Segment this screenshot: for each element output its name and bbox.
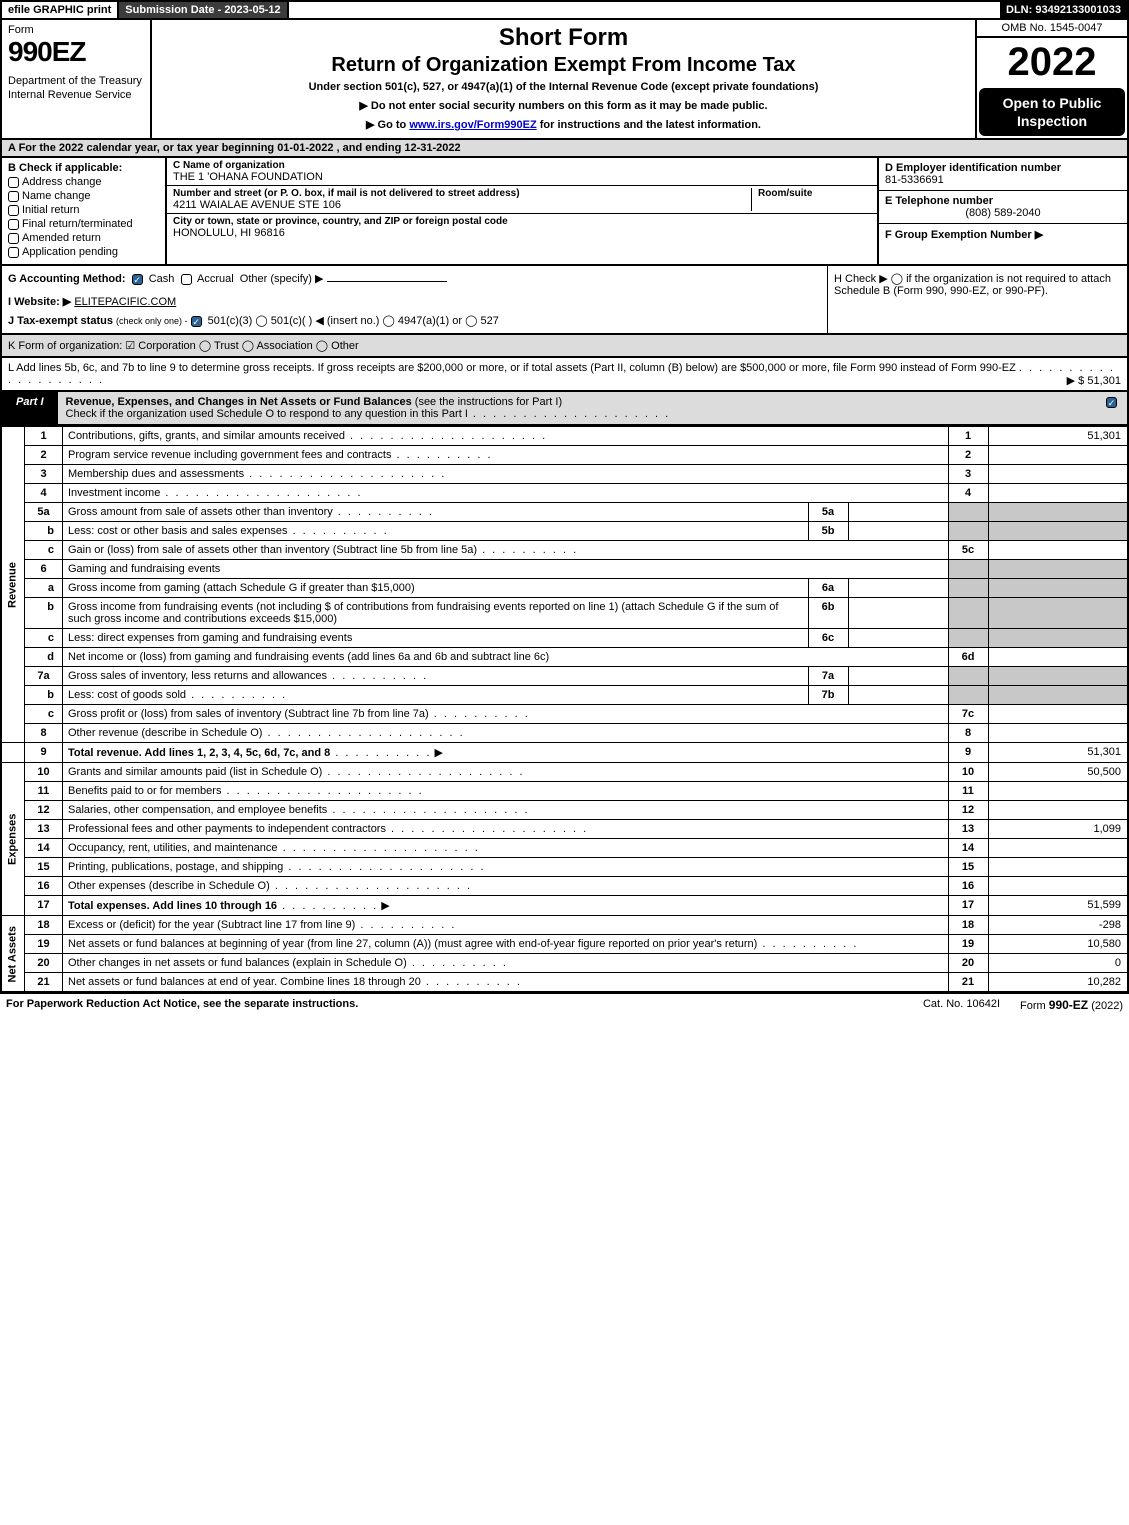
chk-schedule-o[interactable]: ✓ [1106, 397, 1117, 408]
col-de-contact: D Employer identification number 81-5336… [877, 158, 1127, 264]
header-left: Form 990EZ Department of the Treasury In… [2, 20, 152, 138]
part-i-check-line: Check if the organization used Schedule … [66, 408, 468, 420]
page-footer: For Paperwork Reduction Act Notice, see … [0, 993, 1129, 1016]
chk-name-change[interactable] [8, 191, 19, 202]
ssn-warning: ▶ Do not enter social security numbers o… [162, 99, 965, 112]
chk-cash[interactable]: ✓ [132, 274, 143, 285]
h-schedule-b: H Check ▶ ◯ if the organization is not r… [827, 266, 1127, 333]
j-label: J Tax-exempt status [8, 315, 113, 327]
dln-label: DLN: 93492133001033 [1000, 2, 1127, 18]
header-center: Short Form Return of Organization Exempt… [152, 20, 977, 138]
chk-501c3[interactable]: ✓ [191, 316, 202, 327]
side-expenses: Expenses [1, 763, 25, 916]
line1-amount: 51,301 [988, 427, 1128, 446]
chk-amended-return[interactable] [8, 233, 19, 244]
title-short-form: Short Form [162, 24, 965, 52]
col-b-checkboxes: B Check if applicable: Address change Na… [2, 158, 167, 264]
goto-line: ▶ Go to www.irs.gov/Form990EZ for instru… [162, 118, 965, 131]
part-i-header: Part I Revenue, Expenses, and Changes in… [0, 392, 1129, 426]
city-label: City or town, state or province, country… [173, 216, 871, 227]
org-name: THE 1 'OHANA FOUNDATION [173, 171, 871, 183]
chk-final-return[interactable] [8, 219, 19, 230]
header-right: OMB No. 1545-0047 2022 Open to Public In… [977, 20, 1127, 138]
i-label: I Website: ▶ [8, 296, 71, 308]
row-k: K Form of organization: ☑ Corporation ◯ … [0, 335, 1129, 358]
city-value: HONOLULU, HI 96816 [173, 227, 871, 239]
row-l-amount: ▶ $ 51,301 [1067, 374, 1121, 387]
room-label: Room/suite [758, 188, 871, 199]
line18-amount: -298 [988, 916, 1128, 935]
side-net-assets: Net Assets [1, 916, 25, 993]
line20-amount: 0 [988, 954, 1128, 973]
title-return: Return of Organization Exempt From Incom… [162, 54, 965, 77]
omb-number: OMB No. 1545-0047 [977, 20, 1127, 38]
chk-address-change[interactable] [8, 177, 19, 188]
submission-date-button[interactable]: Submission Date - 2023-05-12 [119, 2, 288, 18]
part-i-table: Revenue 1 Contributions, gifts, grants, … [0, 426, 1129, 993]
col-b-header: B Check if applicable: [8, 162, 159, 174]
line17-amount: 51,599 [988, 896, 1128, 916]
footer-cat-no: Cat. No. 10642I [923, 998, 1000, 1012]
part-i-tab: Part I [2, 392, 58, 424]
line9-amount: 51,301 [988, 743, 1128, 763]
irs-link[interactable]: www.irs.gov/Form990EZ [409, 119, 536, 131]
form-header: Form 990EZ Department of the Treasury In… [0, 20, 1129, 140]
chk-initial-return[interactable] [8, 205, 19, 216]
subtitle: Under section 501(c), 527, or 4947(a)(1)… [162, 81, 965, 93]
ein-label: D Employer identification number [885, 162, 1121, 174]
open-public-badge: Open to Public Inspection [979, 88, 1125, 136]
g-label: G Accounting Method: [8, 273, 126, 285]
topbar-spacer [289, 2, 1000, 18]
name-label: C Name of organization [173, 160, 871, 171]
part-i-paren: (see the instructions for Part I) [415, 396, 562, 408]
group-exemption-label: F Group Exemption Number ▶ [885, 228, 1121, 241]
row-l: L Add lines 5b, 6c, and 7b to line 9 to … [0, 358, 1129, 392]
part-i-title: Revenue, Expenses, and Changes in Net As… [66, 396, 412, 408]
phone-label: E Telephone number [885, 195, 1121, 207]
side-revenue: Revenue [1, 427, 25, 743]
footer-form-ref: Form 990-EZ (2022) [1020, 998, 1123, 1012]
footer-left: For Paperwork Reduction Act Notice, see … [6, 998, 903, 1012]
line10-amount: 50,500 [988, 763, 1128, 782]
chk-accrual[interactable] [181, 274, 192, 285]
efile-print-button[interactable]: efile GRAPHIC print [2, 2, 119, 18]
ein-value: 81-5336691 [885, 174, 1121, 186]
line21-amount: 10,282 [988, 973, 1128, 993]
row-ghij: G Accounting Method: ✓ Cash Accrual Othe… [0, 266, 1129, 335]
line19-amount: 10,580 [988, 935, 1128, 954]
phone-value: (808) 589-2040 [885, 207, 1121, 219]
dept-label: Department of the Treasury Internal Reve… [8, 74, 144, 103]
form-label: Form [8, 24, 144, 36]
form-number: 990EZ [8, 36, 144, 68]
website-value: ELITEPACIFIC.COM [74, 296, 176, 308]
block-bcde: B Check if applicable: Address change Na… [0, 158, 1129, 266]
top-bar: efile GRAPHIC print Submission Date - 20… [0, 0, 1129, 20]
other-specify-input[interactable] [327, 281, 447, 282]
col-c-entity-info: C Name of organization THE 1 'OHANA FOUN… [167, 158, 877, 264]
line13-amount: 1,099 [988, 820, 1128, 839]
row-a-calendar-year: A For the 2022 calendar year, or tax yea… [0, 140, 1129, 158]
street-value: 4211 WAIALAE AVENUE STE 106 [173, 199, 751, 211]
tax-year: 2022 [977, 38, 1127, 86]
chk-application-pending[interactable] [8, 247, 19, 258]
street-label: Number and street (or P. O. box, if mail… [173, 188, 751, 199]
